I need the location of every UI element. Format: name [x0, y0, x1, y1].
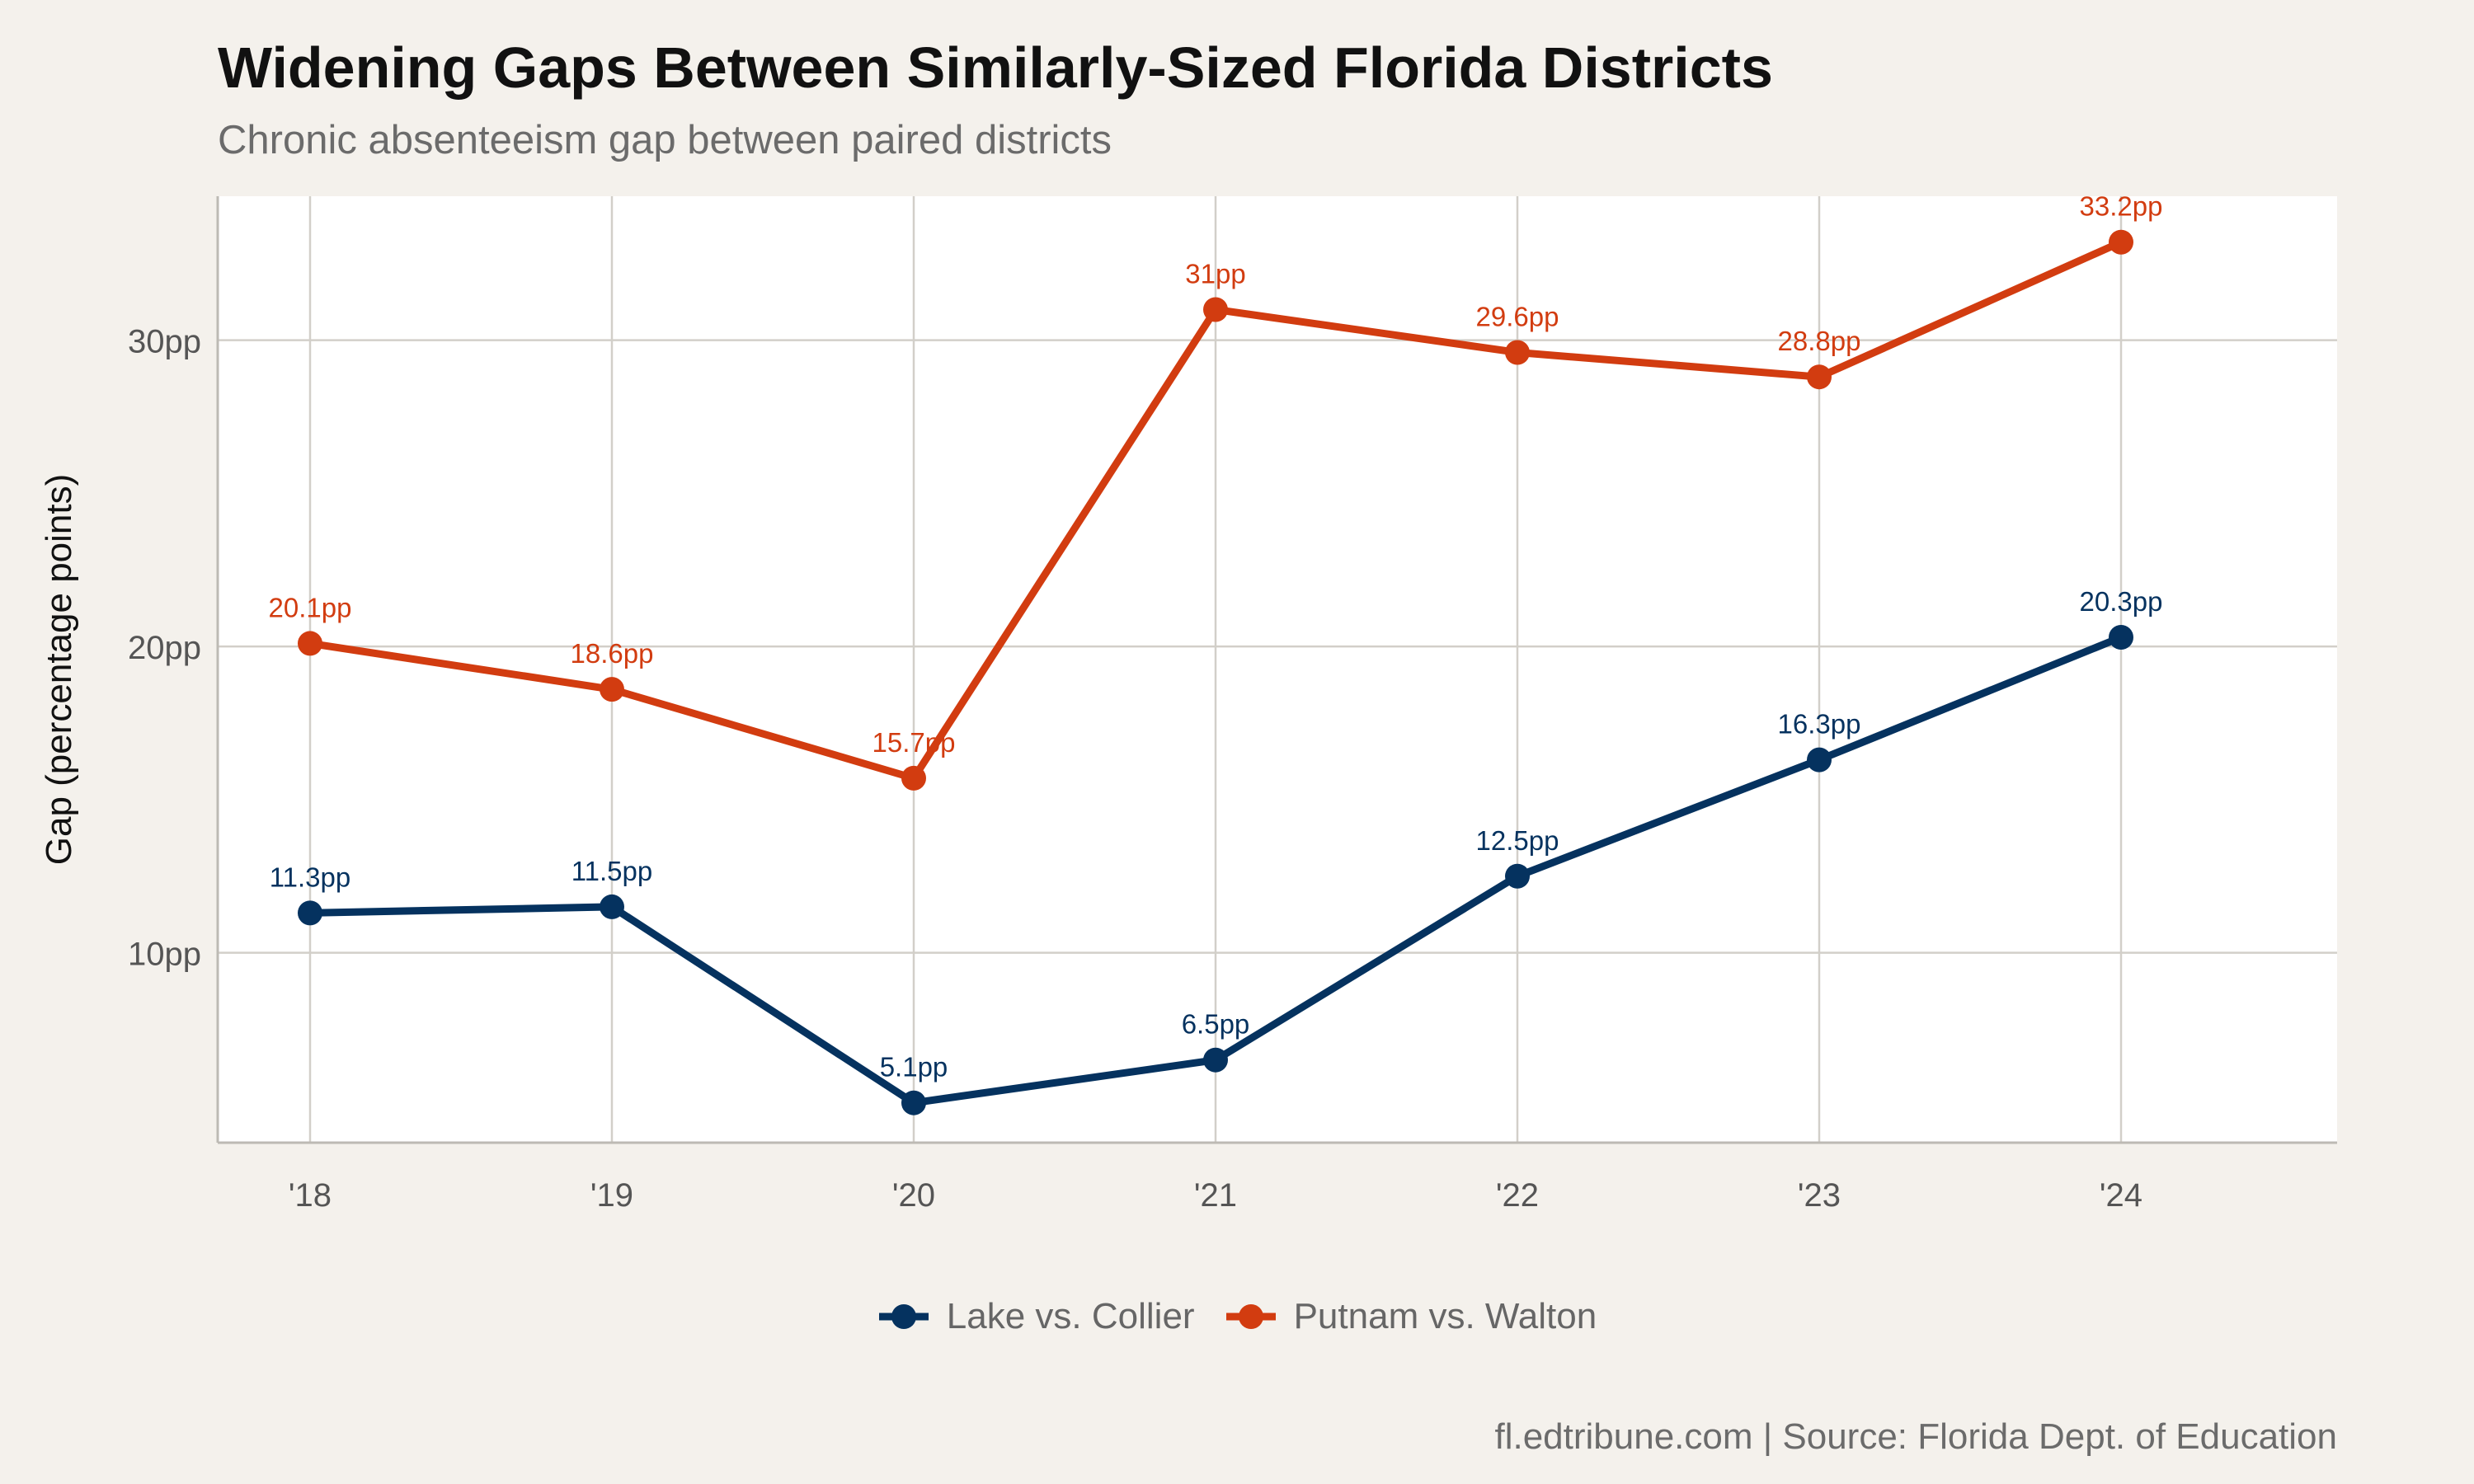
data-label-putnam-vs-walton: 18.6pp [571, 638, 654, 669]
data-point-lake-vs-collier [1505, 863, 1530, 889]
y-tick-label: 30pp [128, 324, 201, 360]
data-label-putnam-vs-walton: 29.6pp [1476, 301, 1559, 331]
legend-label-lake-collier: Lake vs. Collier [946, 1296, 1195, 1336]
x-tick-labels: '18 '19 '20 '21 '22 '23 '24 [289, 1177, 2142, 1214]
data-label-lake-vs-collier: 5.1pp [880, 1052, 948, 1082]
x-tick-label: '18 [289, 1177, 332, 1214]
x-tick-label: '24 [2100, 1177, 2142, 1214]
y-tick-label: 10pp [128, 937, 201, 973]
data-point-lake-vs-collier [901, 1090, 926, 1115]
data-label-lake-vs-collier: 11.5pp [571, 856, 652, 886]
data-label-putnam-vs-walton: 33.2pp [2080, 191, 2163, 222]
data-label-putnam-vs-walton: 31pp [1185, 258, 1245, 289]
data-point-putnam-vs-walton [2109, 229, 2133, 255]
data-label-lake-vs-collier: 11.3pp [270, 862, 350, 892]
data-label-lake-vs-collier: 16.3pp [1778, 709, 1861, 740]
data-label-lake-vs-collier: 20.3pp [2080, 586, 2163, 617]
plot-panel [218, 196, 2337, 1143]
data-label-lake-vs-collier: 6.5pp [1182, 1009, 1250, 1040]
legend: Lake vs. Collier Putnam vs. Walton [0, 1296, 2474, 1337]
data-point-lake-vs-collier [600, 894, 624, 919]
data-label-putnam-vs-walton: 28.8pp [1778, 326, 1861, 356]
x-tick-label: '22 [1496, 1177, 1539, 1214]
grid-lines [218, 196, 2337, 1143]
data-point-putnam-vs-walton [1505, 340, 1530, 365]
y-tick-labels: 10pp 20pp 30pp [128, 324, 201, 973]
data-point-putnam-vs-walton [298, 631, 322, 656]
x-tick-label: '23 [1798, 1177, 1841, 1214]
x-tick-label: '19 [590, 1177, 633, 1214]
y-tick-label: 20pp [128, 630, 201, 666]
chart-subtitle: Chronic absenteeism gap between paired d… [218, 118, 1112, 162]
legend-label-putnam-walton: Putnam vs. Walton [1293, 1296, 1597, 1336]
y-axis-label: Gap (percentage points) [39, 474, 79, 866]
data-label-putnam-vs-walton: 15.7pp [872, 727, 956, 758]
legend-item-lake-collier: Lake vs. Collier [877, 1296, 1195, 1337]
data-point-lake-vs-collier [1807, 747, 1832, 773]
chart-title: Widening Gaps Between Similarly-Sized Fl… [218, 35, 1773, 100]
data-label-putnam-vs-walton: 20.1pp [269, 592, 352, 622]
data-point-putnam-vs-walton [901, 765, 926, 791]
legend-key-lake-collier [878, 1304, 929, 1329]
series-group: 11.3pp 11.5pp 5.1pp 6.5pp 12.5pp 16.3pp 20.3pp… [269, 191, 2163, 1115]
data-point-putnam-vs-walton [1807, 364, 1832, 390]
x-tick-label: '20 [892, 1177, 935, 1214]
legend-key-putnam-walton [1225, 1304, 1276, 1329]
data-point-lake-vs-collier [2109, 624, 2133, 650]
data-point-lake-vs-collier [298, 900, 322, 926]
data-point-lake-vs-collier [1203, 1047, 1228, 1073]
data-label-lake-vs-collier: 12.5pp [1476, 825, 1559, 856]
data-point-putnam-vs-walton [1203, 297, 1228, 322]
source-caption: fl.edtribune.com | Source: Florida Dept.… [1494, 1416, 2337, 1457]
x-tick-label: '21 [1194, 1177, 1237, 1214]
data-point-putnam-vs-walton [600, 677, 624, 702]
legend-item-putnam-walton: Putnam vs. Walton [1225, 1296, 1597, 1337]
